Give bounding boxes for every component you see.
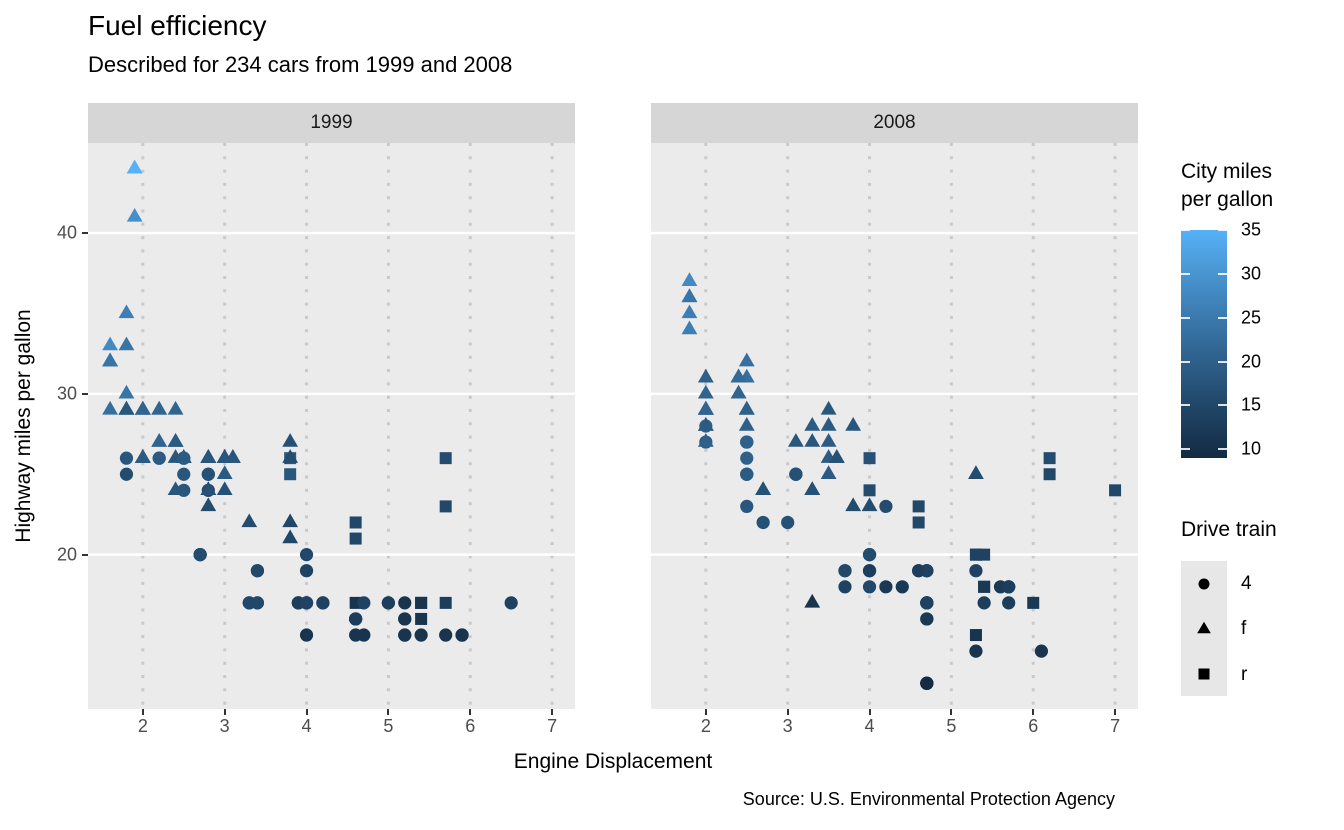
colorbar-tick-label: 30 xyxy=(1241,263,1262,284)
x-tick-mark xyxy=(704,709,707,715)
legend-label-4: 4 xyxy=(1241,573,1252,594)
y-tick-mark xyxy=(82,392,88,395)
colorbar-tick-mark xyxy=(1218,360,1227,363)
triangle-drvf-icon xyxy=(1197,621,1211,633)
y-tick-label: 40 xyxy=(56,222,77,243)
y-tick-mark xyxy=(82,553,88,556)
x-tick-mark xyxy=(551,709,554,715)
facet-strip-2008: 2008 xyxy=(651,103,1138,143)
facet-strip-label: 2008 xyxy=(873,112,916,133)
x-tick-label: 4 xyxy=(301,716,312,736)
y-tick-label: 20 xyxy=(56,544,77,565)
x-tick-label: 3 xyxy=(219,716,230,736)
y-axis-title: Highway miles per gallon xyxy=(12,309,35,543)
x-tick-label: 2 xyxy=(700,716,711,736)
colorbar-tick-label: 25 xyxy=(1241,307,1262,328)
facet-strip-1999: 1999 xyxy=(88,103,575,143)
colorbar-tick-label: 35 xyxy=(1241,219,1262,240)
colorbar-tick-mark xyxy=(1218,316,1227,319)
x-tick-label: 6 xyxy=(465,716,476,736)
x-tick-label: 5 xyxy=(946,716,957,736)
plot-title: Fuel efficiency xyxy=(88,10,267,41)
circle-drv4-icon xyxy=(1198,578,1210,589)
x-tick-mark xyxy=(786,709,789,715)
caption: Source: U.S. Environmental Protection Ag… xyxy=(742,789,1115,809)
scatter-1999 xyxy=(88,143,575,709)
x-tick-mark xyxy=(469,709,472,715)
x-tick-label: 4 xyxy=(864,716,875,736)
x-tick-mark xyxy=(1032,709,1035,715)
colorbar-tick-mark xyxy=(1218,229,1227,231)
legend-label-r: r xyxy=(1241,664,1248,685)
colorbar-tick-label: 10 xyxy=(1241,438,1262,459)
y-tick-label: 30 xyxy=(56,383,77,404)
colorbar-tick-mark xyxy=(1218,448,1227,451)
colorbar-tick-mark xyxy=(1218,404,1227,407)
square-drvr-icon xyxy=(1198,668,1210,679)
colorbar-tick-label: 15 xyxy=(1241,394,1262,415)
y-tick-mark xyxy=(82,232,88,235)
legend-key-4 xyxy=(1181,561,1227,606)
colorbar-tick-mark xyxy=(1181,360,1190,363)
colorbar-tick-mark xyxy=(1181,448,1190,451)
legend-key-r xyxy=(1181,651,1227,696)
x-tick-mark xyxy=(305,709,308,715)
colorbar-tick-mark xyxy=(1181,316,1190,319)
colorbar-tick-label: 20 xyxy=(1241,351,1262,372)
facet-panel-1999 xyxy=(88,143,575,709)
colorbar-tick-mark xyxy=(1218,272,1227,275)
x-tick-label: 2 xyxy=(137,716,148,736)
shape-legend-title: Drive train xyxy=(1181,518,1277,541)
x-tick-label: 7 xyxy=(1110,716,1121,736)
plot-subtitle: Described for 234 cars from 1999 and 200… xyxy=(88,52,513,77)
x-tick-mark xyxy=(868,709,871,715)
x-tick-mark xyxy=(950,709,953,715)
x-axis-title: Engine Displacement xyxy=(513,750,713,773)
legend-label-f: f xyxy=(1241,618,1247,639)
color-legend-title-line1: City miles xyxy=(1181,160,1273,183)
colorbar-tick-mark xyxy=(1181,229,1190,231)
x-tick-mark xyxy=(1114,709,1117,715)
x-tick-label: 6 xyxy=(1028,716,1039,736)
legend-key-f xyxy=(1181,606,1227,651)
scatter-2008 xyxy=(651,143,1138,709)
color-legend-title-line2: per gallon xyxy=(1181,188,1274,211)
x-tick-label: 3 xyxy=(782,716,793,736)
x-tick-mark xyxy=(141,709,144,715)
x-tick-label: 7 xyxy=(547,716,558,736)
x-tick-label: 5 xyxy=(383,716,394,736)
colorbar-gradient xyxy=(1181,230,1227,458)
colorbar-tick-mark xyxy=(1181,272,1190,275)
facet-strip-label: 1999 xyxy=(310,112,353,133)
x-tick-mark xyxy=(387,709,390,715)
x-tick-mark xyxy=(223,709,226,715)
colorbar-tick-mark xyxy=(1181,404,1190,407)
facet-panel-2008 xyxy=(651,143,1138,709)
